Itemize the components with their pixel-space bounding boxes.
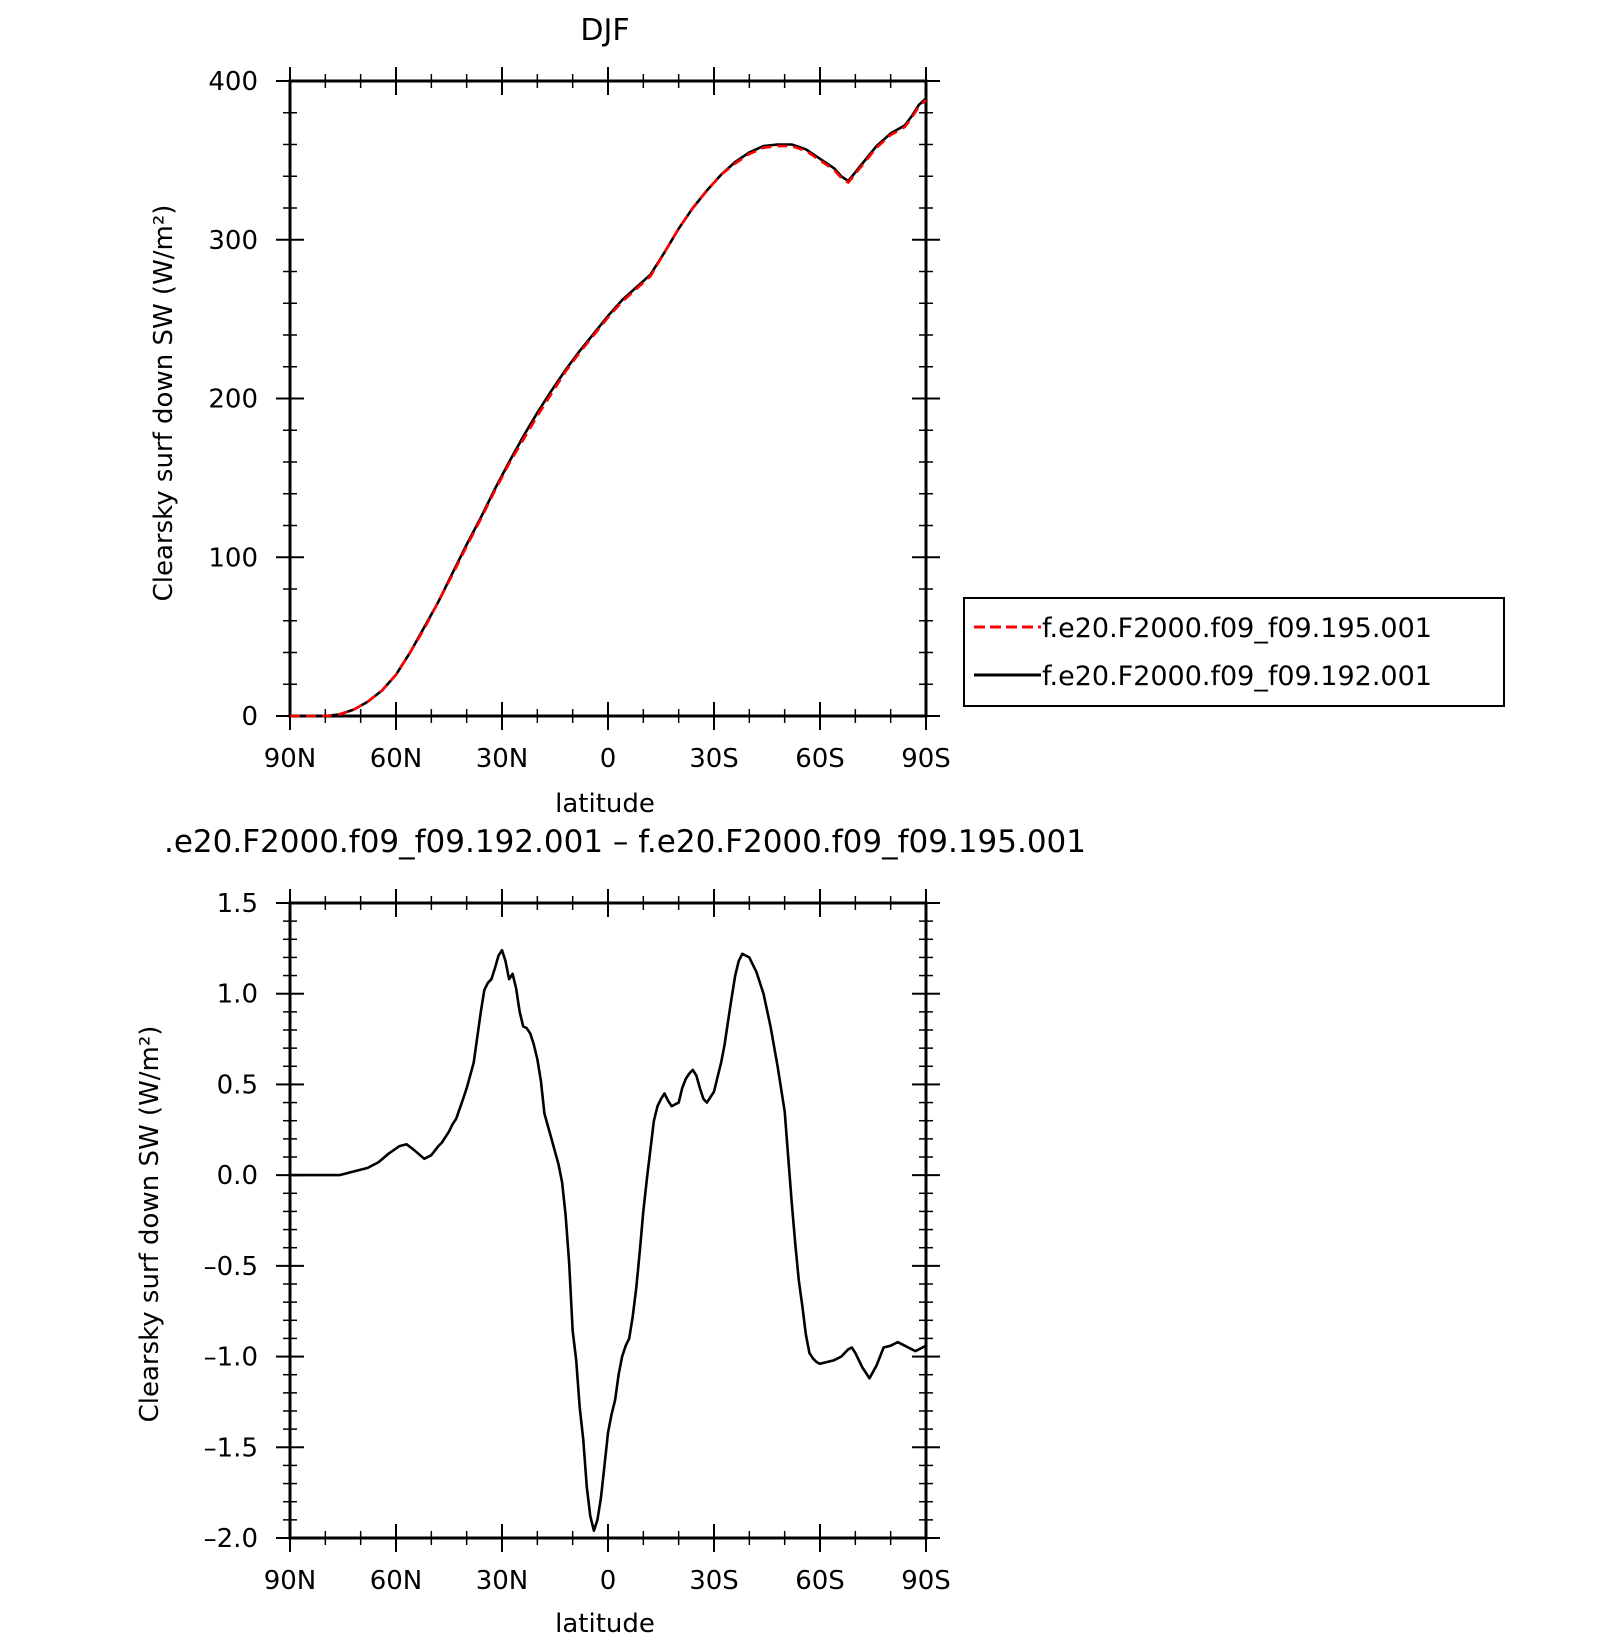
top-chart-ylabel: Clearsky surf down SW (W/m²)	[149, 205, 179, 602]
bottom-y-tick-label: 0.5	[217, 1070, 258, 1100]
top-y-tick-label: 0	[241, 702, 258, 732]
top-y-tick-label: 100	[208, 543, 258, 573]
bottom-y-tick-label: –1.5	[204, 1433, 258, 1463]
top-y-tick-label: 200	[208, 385, 258, 415]
bottom-x-tick-label: 30S	[689, 1566, 739, 1596]
legend: f.e20.F2000.f09_f09.195.001 f.e20.F2000.…	[963, 597, 1505, 707]
bottom-chart-ylabel: Clearsky surf down SW (W/m²)	[135, 1026, 165, 1423]
bottom-y-tick-label: 1.0	[217, 980, 258, 1010]
legend-label-195: f.e20.F2000.f09_f09.195.001	[1042, 613, 1432, 644]
legend-label-192: f.e20.F2000.f09_f09.192.001	[1042, 661, 1432, 692]
bottom-x-tick-label: 0	[600, 1566, 617, 1596]
bottom-x-tick-label: 60S	[795, 1566, 845, 1596]
legend-box	[963, 597, 1505, 707]
top-series-line-solid	[290, 97, 927, 718]
bottom-series-line-solid	[290, 948, 927, 1532]
top-x-tick-label: 90S	[901, 744, 951, 774]
bottom-x-tick-label: 90N	[264, 1566, 317, 1596]
top-x-tick-label: 30S	[689, 744, 739, 774]
top-x-tick-label: 0	[600, 744, 617, 774]
bottom-y-tick-label: 1.5	[217, 889, 258, 919]
top-x-tick-label: 90N	[264, 744, 317, 774]
top-x-tick-label: 60S	[795, 744, 845, 774]
bottom-chart-title: .e20.F2000.f09_f09.192.001 – f.e20.F2000…	[164, 824, 1086, 860]
bottom-y-tick-label: –1.0	[204, 1343, 258, 1373]
bottom-y-tick-label: –0.5	[204, 1252, 258, 1282]
bottom-chart: .e20.F2000.f09_f09.192.001 – f.e20.F2000…	[135, 824, 1086, 1639]
top-series-line-dashed	[290, 99, 927, 718]
bottom-y-tick-label: –2.0	[204, 1524, 258, 1554]
top-plot-frame	[288, 79, 928, 718]
top-x-tick-label: 30N	[476, 744, 529, 774]
bottom-x-tick-label: 90S	[901, 1566, 951, 1596]
bottom-x-tick-label: 60N	[370, 1566, 423, 1596]
top-y-tick-label: 400	[208, 67, 258, 97]
bottom-x-tick-label: 30N	[476, 1566, 529, 1596]
top-y-tick-label: 300	[208, 226, 258, 256]
top-x-tick-label: 60N	[370, 744, 423, 774]
bottom-y-tick-label: 0.0	[217, 1161, 258, 1191]
top-chart-title: DJF	[580, 13, 629, 48]
top-chart: DJF latitude Clearsky surf down SW (W/m²…	[149, 13, 951, 819]
top-chart-xlabel: latitude	[555, 789, 655, 819]
bottom-chart-xlabel: latitude	[555, 1609, 655, 1639]
